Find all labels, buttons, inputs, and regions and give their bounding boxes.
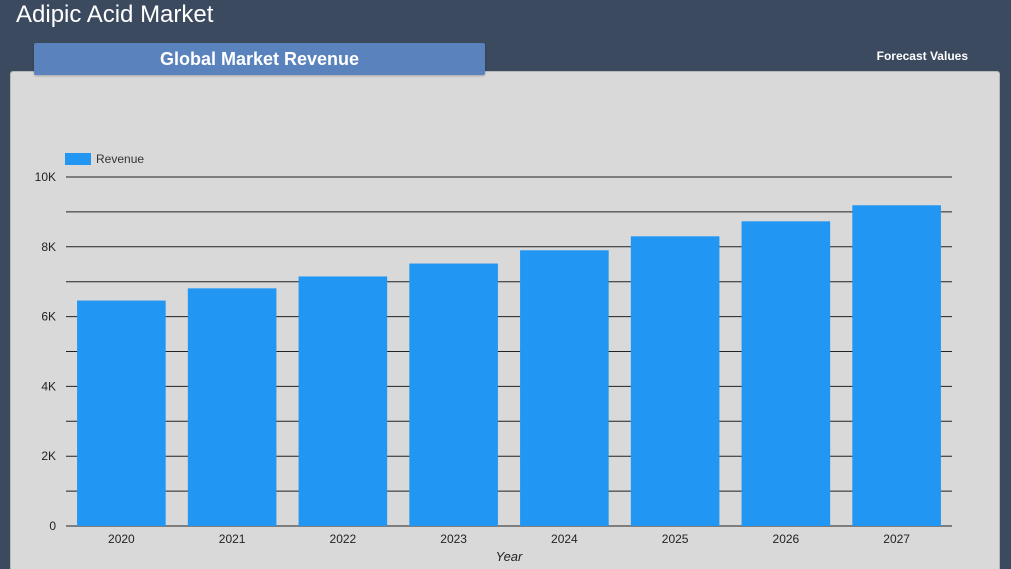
x-tick-label: 2026 (773, 532, 800, 546)
bar-2024[interactable] (520, 250, 609, 527)
bar-2023[interactable] (409, 263, 498, 526)
forecast-values-link[interactable]: Forecast Values (876, 49, 968, 63)
legend-label: Revenue (96, 152, 144, 166)
bar-2022[interactable] (298, 276, 388, 526)
tab-global-market-revenue[interactable]: Global Market Revenue (34, 43, 485, 75)
y-tick-label: 4K (41, 379, 56, 393)
x-tick-label: 2027 (883, 532, 910, 546)
legend-swatch (65, 153, 91, 165)
y-tick-label: 0 (49, 519, 56, 533)
x-tick-label: 2020 (108, 532, 135, 546)
x-tick-label: 2021 (219, 532, 246, 546)
legend: Revenue (65, 152, 144, 166)
y-axis-ticks: 0 2K 4K 6K 8K 10K (35, 170, 57, 533)
bar-2021[interactable] (187, 288, 277, 526)
app-title: Adipic Acid Market (16, 1, 214, 28)
bars (77, 205, 941, 527)
y-tick-label: 6K (41, 310, 56, 324)
y-tick-label: 2K (41, 449, 56, 463)
x-axis-ticks: 2020 2021 2022 2023 2024 2025 2026 2027 (108, 532, 910, 546)
x-tick-label: 2025 (662, 532, 689, 546)
bar-2027[interactable] (852, 205, 941, 527)
y-tick-label: 8K (41, 240, 56, 254)
x-tick-label: 2023 (440, 532, 467, 546)
bar-2025[interactable] (630, 236, 720, 526)
bar-2026[interactable] (741, 221, 831, 526)
y-tick-label: 10K (35, 170, 56, 184)
bar-2020[interactable] (77, 300, 166, 526)
x-tick-label: 2024 (551, 532, 578, 546)
x-tick-label: 2022 (330, 532, 357, 546)
x-axis-title: Year (496, 549, 523, 564)
chart-panel (10, 71, 1000, 569)
